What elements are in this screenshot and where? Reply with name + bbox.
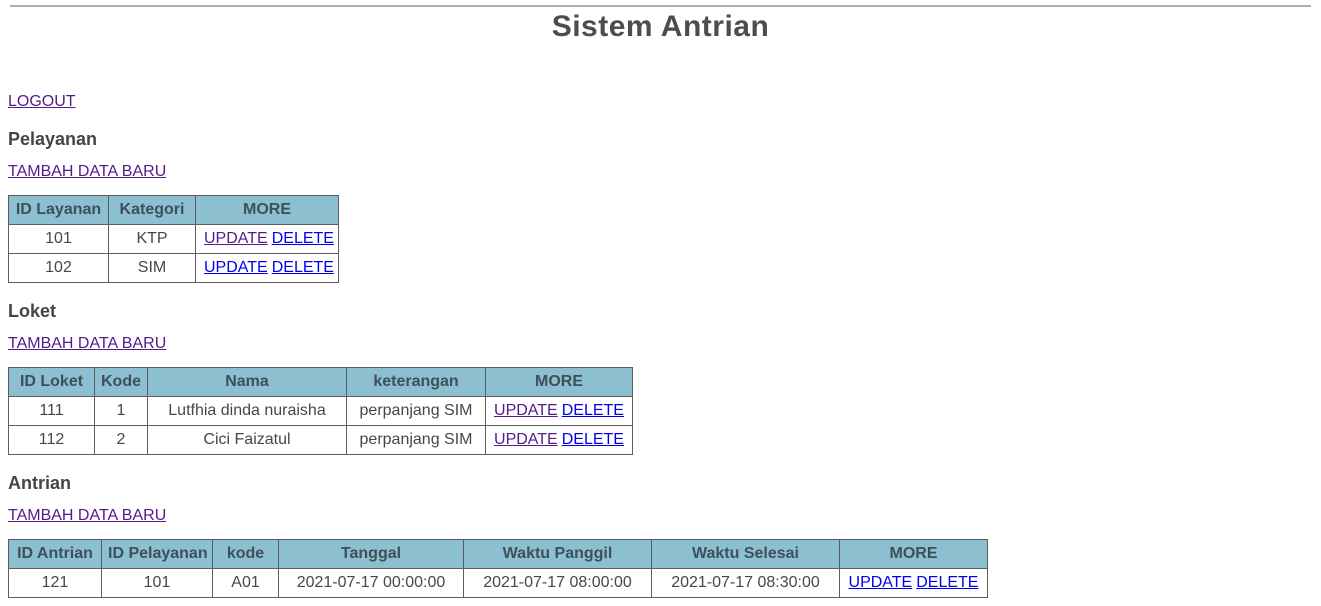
column-header-keterangan: keterangan bbox=[346, 367, 486, 397]
column-header-nama: Nama bbox=[147, 367, 347, 397]
cell-kode: 2 bbox=[94, 425, 148, 455]
column-header-kode: Kode bbox=[94, 367, 148, 397]
logout-row: LOGOUT bbox=[8, 93, 1313, 111]
antrian-table: ID Antrian ID Pelayanan kode Tanggal Wak… bbox=[8, 539, 988, 598]
cell-nama: Lutfhia dinda nuraisha bbox=[147, 396, 347, 426]
column-header-id-layanan: ID Layanan bbox=[8, 195, 109, 225]
table-header-row: ID Loket Kode Nama keterangan MORE bbox=[8, 367, 633, 397]
add-data-link-loket[interactable]: TAMBAH DATA BARU bbox=[8, 335, 167, 352]
delete-link[interactable]: DELETE bbox=[916, 574, 979, 591]
cell-tanggal: 2021-07-17 00:00:00 bbox=[278, 568, 464, 598]
add-row-loket: TAMBAH DATA BARU bbox=[8, 335, 1313, 353]
table-row: 121 101 A01 2021-07-17 00:00:00 2021-07-… bbox=[8, 568, 988, 598]
cell-more: UPDATE DELETE bbox=[485, 396, 633, 426]
section-heading-antrian: Antrian bbox=[8, 473, 71, 493]
cell-id-layanan: 102 bbox=[8, 253, 109, 283]
cell-waktu-panggil: 2021-07-17 08:00:00 bbox=[463, 568, 652, 598]
column-header-kode: kode bbox=[212, 539, 279, 569]
cell-keterangan: perpanjang SIM bbox=[346, 396, 486, 426]
table-header-row: ID Layanan Kategori MORE bbox=[8, 195, 339, 225]
column-header-more: MORE bbox=[195, 195, 339, 225]
column-header-id-antrian: ID Antrian bbox=[8, 539, 102, 569]
cell-waktu-selesai: 2021-07-17 08:30:00 bbox=[651, 568, 840, 598]
update-link[interactable]: UPDATE bbox=[494, 431, 558, 448]
table-row: 101 KTP UPDATE DELETE bbox=[8, 224, 339, 254]
column-header-more: MORE bbox=[839, 539, 988, 569]
logout-link[interactable]: LOGOUT bbox=[8, 93, 76, 110]
top-divider bbox=[10, 5, 1311, 7]
cell-id-antrian: 121 bbox=[8, 568, 102, 598]
cell-id-layanan: 101 bbox=[8, 224, 109, 254]
update-link[interactable]: UPDATE bbox=[204, 259, 268, 276]
column-header-id-loket: ID Loket bbox=[8, 367, 95, 397]
table-row: 102 SIM UPDATE DELETE bbox=[8, 253, 339, 283]
add-row-pelayanan: TAMBAH DATA BARU bbox=[8, 163, 1313, 181]
column-header-tanggal: Tanggal bbox=[278, 539, 464, 569]
update-link[interactable]: UPDATE bbox=[494, 402, 558, 419]
column-header-id-pelayanan: ID Pelayanan bbox=[101, 539, 213, 569]
cell-id-loket: 112 bbox=[8, 425, 95, 455]
cell-more: UPDATE DELETE bbox=[839, 568, 988, 598]
cell-kategori: KTP bbox=[108, 224, 196, 254]
cell-more: UPDATE DELETE bbox=[195, 253, 339, 283]
section-heading-pelayanan: Pelayanan bbox=[8, 129, 98, 149]
delete-link[interactable]: DELETE bbox=[561, 402, 624, 419]
add-data-link-antrian[interactable]: TAMBAH DATA BARU bbox=[8, 507, 167, 524]
cell-kategori: SIM bbox=[108, 253, 196, 283]
cell-nama: Cici Faizatul bbox=[147, 425, 347, 455]
table-row: 111 1 Lutfhia dinda nuraisha perpanjang … bbox=[8, 396, 633, 426]
update-link[interactable]: UPDATE bbox=[204, 230, 268, 247]
column-header-waktu-selesai: Waktu Selesai bbox=[651, 539, 840, 569]
delete-link[interactable]: DELETE bbox=[561, 431, 624, 448]
cell-kode: 1 bbox=[94, 396, 148, 426]
column-header-waktu-panggil: Waktu Panggil bbox=[463, 539, 652, 569]
delete-link[interactable]: DELETE bbox=[271, 230, 334, 247]
section-heading-loket: Loket bbox=[8, 301, 57, 321]
column-header-kategori: Kategori bbox=[108, 195, 196, 225]
add-row-antrian: TAMBAH DATA BARU bbox=[8, 507, 1313, 525]
cell-id-pelayanan: 101 bbox=[101, 568, 213, 598]
cell-id-loket: 111 bbox=[8, 396, 95, 426]
cell-more: UPDATE DELETE bbox=[485, 425, 633, 455]
delete-link[interactable]: DELETE bbox=[271, 259, 334, 276]
table-row: 112 2 Cici Faizatul perpanjang SIM UPDAT… bbox=[8, 425, 633, 455]
pelayanan-table: ID Layanan Kategori MORE 101 KTP UPDATE D… bbox=[8, 195, 339, 283]
cell-kode: A01 bbox=[212, 568, 279, 598]
page-title: Sistem Antrian bbox=[551, 10, 770, 43]
cell-more: UPDATE DELETE bbox=[195, 224, 339, 254]
table-header-row: ID Antrian ID Pelayanan kode Tanggal Wak… bbox=[8, 539, 988, 569]
column-header-more: MORE bbox=[485, 367, 633, 397]
add-data-link-pelayanan[interactable]: TAMBAH DATA BARU bbox=[8, 163, 167, 180]
cell-keterangan: perpanjang SIM bbox=[346, 425, 486, 455]
page: Sistem Antrian LOGOUT Pelayanan TAMBAH D… bbox=[0, 5, 1321, 598]
update-link[interactable]: UPDATE bbox=[848, 574, 913, 591]
loket-table: ID Loket Kode Nama keterangan MORE 111 1… bbox=[8, 367, 633, 455]
